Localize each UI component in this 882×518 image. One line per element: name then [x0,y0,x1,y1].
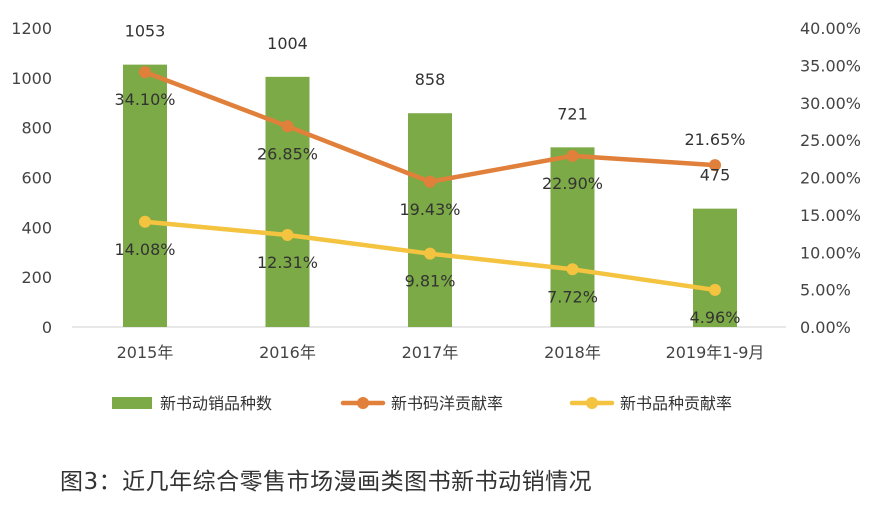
data-labels: 1053 1004 858 721 475 34.10% 26.85% 19.43% 22.90… [114,22,745,327]
line-point [281,120,294,133]
bar-data-label: 1004 [267,34,308,53]
left-axis-tick-label: 600 [21,169,52,188]
line-data-label: 4.96% [690,308,741,327]
line-data-label: 34.10% [114,90,175,109]
x-axis-tick-label: 2019年1-9月 [666,343,765,362]
legend-swatch-bar [112,397,152,409]
line-point [424,247,436,260]
line-data-label: 21.65% [684,130,745,149]
right-axis-tick-label: 35.00% [800,56,861,75]
x-axis-tick-label: 2017年 [402,343,459,362]
bar-series [123,64,737,327]
chart: 0 200 400 600 800 1000 1200 0.00% 5.00% 10.00% 15… [11,19,861,413]
left-axis-tick-label: 800 [21,119,52,138]
left-axis-tick-label: 0 [42,318,52,337]
line-data-label: 22.90% [542,174,603,193]
left-axis-ticks: 0 200 400 600 800 1000 1200 [11,19,52,337]
right-axis-tick-label: 40.00% [800,19,861,38]
line-point [424,175,436,188]
right-axis-tick-label: 25.00% [800,131,861,150]
bar-data-label: 1053 [125,22,166,41]
line-data-label: 12.31% [257,253,318,272]
line-point [566,263,579,276]
right-axis-tick-label: 0.00% [800,318,851,337]
left-axis-tick-label: 400 [21,218,52,237]
right-axis-tick-label: 5.00% [800,281,851,300]
line-data-label: 14.08% [114,240,175,259]
right-axis-tick-label: 15.00% [800,206,861,225]
legend-swatch-marker [357,397,369,409]
legend: 新书动销品种数 新书码洋贡献率 新书品种贡献率 [112,394,732,413]
right-axis-ticks: 0.00% 5.00% 10.00% 15.00% 20.00% 25.00% 30.00%… [800,19,861,337]
bar [123,64,167,327]
legend-label: 新书品种贡献率 [620,394,732,413]
line-point [281,228,294,241]
line-series [139,66,721,296]
line-point [139,66,151,79]
line-data-label: 9.81% [405,272,456,291]
line-data-label: 7.72% [547,287,598,306]
right-axis-tick-label: 10.00% [800,243,861,262]
x-axis-tick-label: 2015年 [117,343,174,362]
line-point [566,149,579,162]
left-axis-tick-label: 200 [21,268,52,287]
bar-data-label: 858 [415,70,446,89]
figure-caption: 图3：近几年综合零售市场漫画类图书新书动销情况 [60,469,593,495]
line-point [139,215,151,228]
line-data-label: 19.43% [399,200,460,219]
left-axis-tick-label: 1000 [11,69,52,88]
bar-data-label: 721 [557,104,588,123]
line-point [709,159,721,172]
line-point [709,283,721,296]
line-data-label: 26.85% [257,144,318,163]
legend-label: 新书码洋贡献率 [391,394,503,413]
bar [408,113,452,327]
right-axis-tick-label: 20.00% [800,169,861,188]
x-axis-ticks: 2015年 2016年 2017年 2018年 2019年1-9月 [117,343,765,362]
bar-data-label: 475 [700,166,731,185]
right-axis-tick-label: 30.00% [800,94,861,113]
legend-swatch-marker [586,397,598,409]
legend-label: 新书动销品种数 [160,394,272,413]
bar [550,147,595,327]
bar [693,208,737,327]
left-axis-tick-label: 1200 [11,19,52,38]
x-axis-tick-label: 2018年 [544,343,601,362]
bar [265,76,310,327]
x-axis-tick-label: 2016年 [259,343,316,362]
